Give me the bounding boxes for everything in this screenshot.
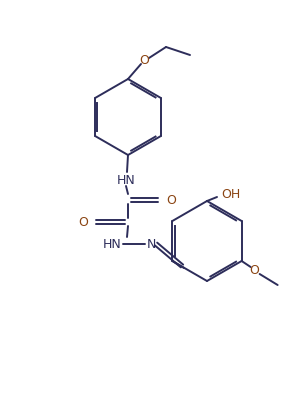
Text: O: O (166, 193, 176, 206)
Text: O: O (78, 215, 88, 228)
Text: HN: HN (117, 173, 135, 186)
Text: OH: OH (221, 188, 241, 201)
Text: O: O (139, 54, 149, 67)
Text: O: O (250, 265, 260, 277)
Text: HN: HN (103, 238, 121, 250)
Text: N: N (146, 238, 156, 250)
